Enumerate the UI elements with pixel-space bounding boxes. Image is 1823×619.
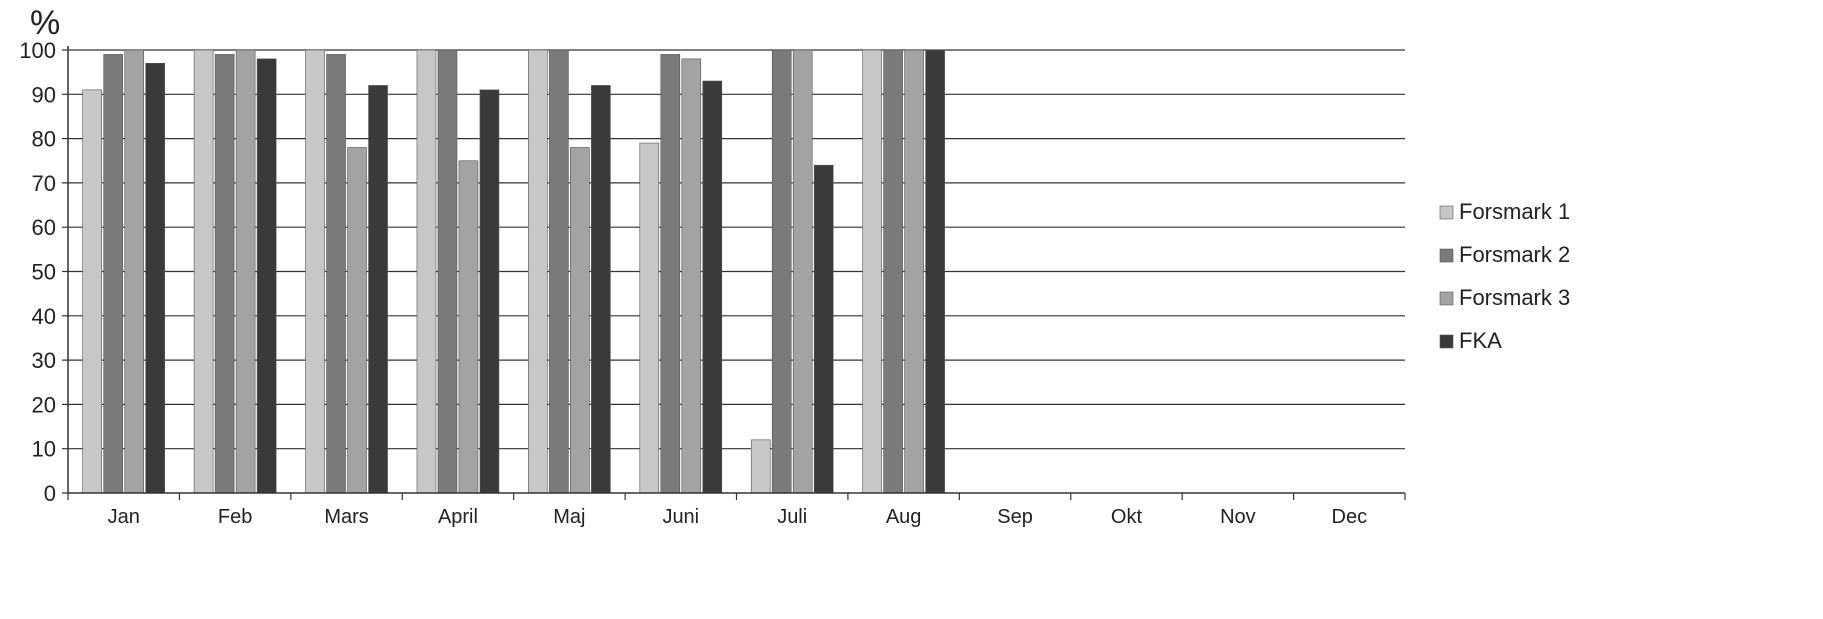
x-tick-label: Aug <box>886 506 922 528</box>
y-tick-label: 100 <box>19 38 56 63</box>
y-tick-label: 90 <box>32 82 56 107</box>
bar-forsmark-1-aug <box>862 49 882 494</box>
legend-label: Forsmark 1 <box>1459 199 1570 224</box>
x-tick-label: Nov <box>1220 506 1256 528</box>
bar-forsmark-2-april <box>437 49 458 494</box>
bar-fka-mars <box>368 85 388 494</box>
bar-forsmark-1-juli <box>750 439 771 494</box>
x-tick-label: Maj <box>553 506 585 528</box>
y-tick-label: 20 <box>32 392 56 417</box>
bar-forsmark-3-aug <box>904 49 924 494</box>
legend-swatch <box>1439 291 1454 306</box>
legend-swatch <box>1439 334 1454 349</box>
legend: Forsmark 1 Forsmark 2 Forsmark 3 FKA <box>1439 199 1570 353</box>
x-tick-label: Juni <box>662 506 699 528</box>
x-tick-label: Sep <box>997 506 1033 528</box>
y-tick-label: 10 <box>32 437 56 462</box>
x-tick-label: Feb <box>218 506 252 528</box>
bar-forsmark-2-mars <box>326 54 346 494</box>
legend-swatch <box>1439 248 1454 263</box>
bars <box>82 49 945 494</box>
x-tick-label: Dec <box>1332 506 1368 528</box>
bar-forsmark-1-juni <box>639 142 660 494</box>
legend-label: Forsmark 2 <box>1459 242 1570 267</box>
bar-fka-maj <box>591 85 611 494</box>
bar-forsmark-1-april <box>416 49 437 494</box>
bar-forsmark-1-mars <box>305 49 325 494</box>
gridlines <box>68 49 1405 450</box>
bar-forsmark-3-feb <box>235 49 256 494</box>
y-tick-label: 60 <box>32 215 56 240</box>
y-unit-label: % <box>30 4 60 42</box>
bar-forsmark-1-feb <box>193 49 214 494</box>
legend-label: Forsmark 3 <box>1459 285 1570 310</box>
bar-forsmark-2-feb <box>214 54 235 494</box>
y-tick-label: 50 <box>32 260 56 285</box>
bar-fka-jan <box>145 62 166 494</box>
bar-forsmark-3-juli <box>792 49 813 494</box>
bar-forsmark-3-maj <box>570 147 590 494</box>
bar-forsmark-3-juni <box>681 58 702 494</box>
bar-forsmark-2-juli <box>771 49 792 494</box>
bar-forsmark-1-maj <box>528 49 548 494</box>
bar-fka-aug <box>925 49 945 494</box>
y-tick-label: 40 <box>32 304 56 329</box>
bar-fka-juli <box>813 164 834 494</box>
bar-fka-feb <box>256 58 277 494</box>
bar-forsmark-3-april <box>458 160 479 494</box>
bar-forsmark-2-jan <box>103 54 124 494</box>
legend-swatch <box>1439 205 1454 220</box>
y-tick-label: 80 <box>32 127 56 152</box>
bar-forsmark-3-jan <box>124 49 145 494</box>
bar-forsmark-2-juni <box>660 54 681 494</box>
x-tick-label: Okt <box>1111 506 1143 528</box>
x-tick-label: Mars <box>324 506 368 528</box>
bar-forsmark-2-maj <box>549 49 569 494</box>
legend-label: FKA <box>1459 328 1502 353</box>
y-tick-label: 70 <box>32 171 56 196</box>
bar-fka-juni <box>702 80 723 494</box>
tick-labels: % 0 10 20 30 40 50 60 70 80 90 100 Jan Feb Mars April Ma… <box>19 4 1367 528</box>
x-tick-label: Jan <box>108 506 140 528</box>
bar-forsmark-1-jan <box>82 89 103 494</box>
axes <box>62 46 1406 500</box>
bar-fka-april <box>479 89 500 494</box>
y-tick-label: 30 <box>32 348 56 373</box>
x-tick-label: April <box>438 506 478 528</box>
y-tick-label: 0 <box>44 481 56 506</box>
bar-forsmark-3-mars <box>347 147 367 494</box>
x-tick-label: Juli <box>777 506 807 528</box>
bar-forsmark-2-aug <box>883 49 903 494</box>
